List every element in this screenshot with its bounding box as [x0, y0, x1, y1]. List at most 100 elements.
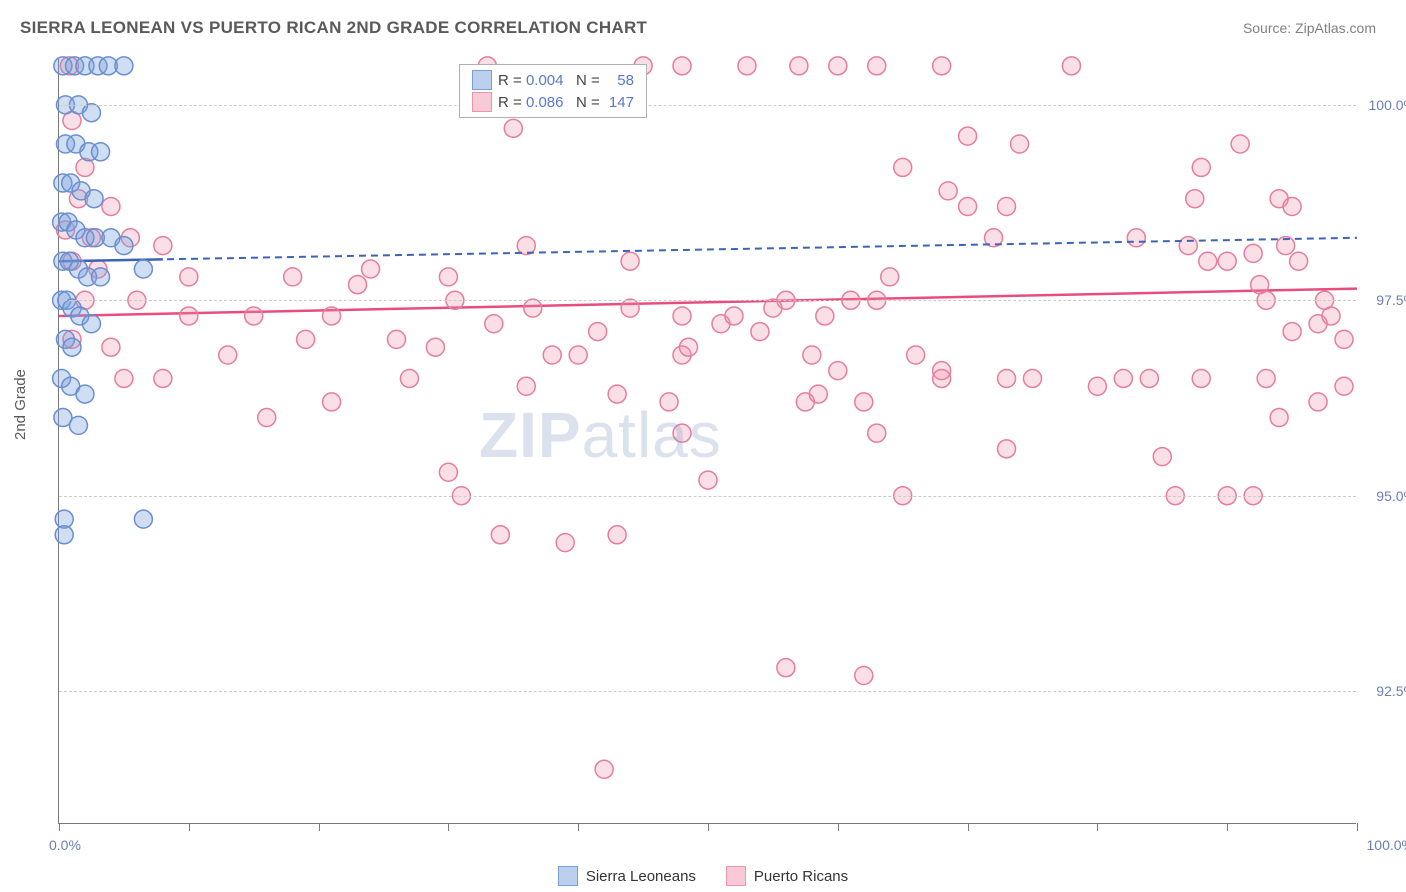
data-point	[102, 338, 120, 356]
data-point	[621, 299, 639, 317]
legend-item: Puerto Ricans	[726, 866, 848, 886]
data-point	[1153, 448, 1171, 466]
data-point	[809, 385, 827, 403]
data-point	[258, 409, 276, 427]
data-point	[1192, 158, 1210, 176]
data-point	[673, 424, 691, 442]
data-point	[362, 260, 380, 278]
x-tick	[448, 823, 449, 831]
data-point	[524, 299, 542, 317]
data-point	[115, 237, 133, 255]
y-tick-label: 97.5%	[1364, 292, 1406, 308]
x-tick	[189, 823, 190, 831]
data-point	[998, 440, 1016, 458]
legend-row: R = 0.086 N = 147	[472, 92, 634, 112]
data-point	[1283, 198, 1301, 216]
data-point	[439, 463, 457, 481]
legend-item: Sierra Leoneans	[558, 866, 696, 886]
data-point	[803, 346, 821, 364]
data-point	[115, 57, 133, 75]
data-point	[998, 198, 1016, 216]
x-tick	[59, 823, 60, 831]
data-point	[855, 393, 873, 411]
data-point	[102, 198, 120, 216]
y-tick-label: 95.0%	[1364, 488, 1406, 504]
data-point	[1244, 244, 1262, 262]
x-tick	[1227, 823, 1228, 831]
data-point	[400, 369, 418, 387]
data-point	[1199, 252, 1217, 270]
y-axis-label: 2nd Grade	[12, 369, 29, 440]
data-point	[1257, 369, 1275, 387]
data-point	[1140, 369, 1158, 387]
data-point	[491, 526, 509, 544]
data-point	[1231, 135, 1249, 153]
data-point	[939, 182, 957, 200]
data-point	[82, 315, 100, 333]
legend-swatch	[558, 866, 578, 886]
data-point	[660, 393, 678, 411]
series-legend: Sierra Leoneans Puerto Ricans	[0, 866, 1406, 886]
data-point	[680, 338, 698, 356]
data-point	[829, 57, 847, 75]
legend-swatch	[472, 92, 492, 112]
x-tick	[319, 823, 320, 831]
data-point	[608, 526, 626, 544]
data-point	[933, 57, 951, 75]
data-point	[868, 57, 886, 75]
data-point	[595, 760, 613, 778]
data-point	[725, 307, 743, 325]
data-point	[868, 424, 886, 442]
legend-swatch	[472, 70, 492, 90]
y-tick-label: 100.0%	[1364, 97, 1406, 113]
data-point	[777, 659, 795, 677]
gridline	[59, 105, 1356, 106]
data-point	[829, 362, 847, 380]
data-point	[92, 268, 110, 286]
data-point	[673, 307, 691, 325]
data-point	[154, 237, 172, 255]
data-point	[1290, 252, 1308, 270]
data-point	[855, 666, 873, 684]
legend-stats: R = 0.004 N = 58	[498, 72, 634, 89]
trend-line	[59, 238, 1357, 261]
data-point	[621, 252, 639, 270]
data-point	[284, 268, 302, 286]
data-point	[504, 119, 522, 137]
data-point	[349, 276, 367, 294]
data-point	[1270, 409, 1288, 427]
gridline	[59, 300, 1356, 301]
data-point	[76, 385, 94, 403]
gridline	[59, 691, 1356, 692]
data-point	[439, 268, 457, 286]
plot-area: ZIPatlas R = 0.004 N = 58R = 0.086 N = 1…	[58, 58, 1356, 824]
data-point	[180, 268, 198, 286]
data-point	[959, 198, 977, 216]
data-point	[1309, 393, 1327, 411]
data-point	[245, 307, 263, 325]
data-point	[1283, 323, 1301, 341]
data-point	[998, 369, 1016, 387]
data-point	[608, 385, 626, 403]
data-point	[154, 369, 172, 387]
correlation-legend: R = 0.004 N = 58 R = 0.086 N = 147	[459, 64, 647, 118]
legend-label: Sierra Leoneans	[586, 868, 696, 885]
data-point	[1114, 369, 1132, 387]
data-point	[881, 268, 899, 286]
x-tick	[968, 823, 969, 831]
data-point	[907, 346, 925, 364]
data-point	[485, 315, 503, 333]
data-point	[738, 57, 756, 75]
x-tick	[578, 823, 579, 831]
data-point	[1179, 237, 1197, 255]
data-point	[387, 330, 405, 348]
chart-title: SIERRA LEONEAN VS PUERTO RICAN 2ND GRADE…	[20, 18, 647, 38]
data-point	[699, 471, 717, 489]
data-point	[297, 330, 315, 348]
x-tick-label: 100.0%	[1367, 837, 1406, 853]
data-point	[323, 393, 341, 411]
x-tick	[1097, 823, 1098, 831]
data-point	[517, 377, 535, 395]
x-tick	[838, 823, 839, 831]
data-point	[673, 57, 691, 75]
